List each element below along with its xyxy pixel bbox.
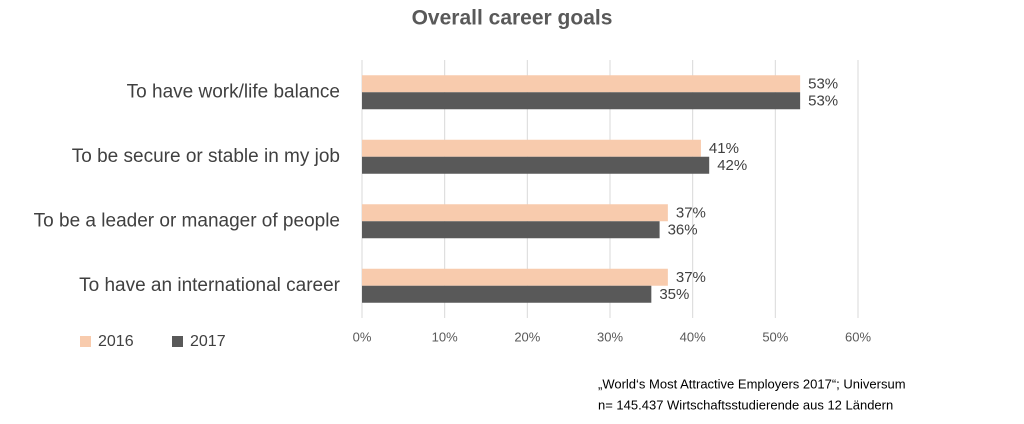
x-tick-label: 60% — [845, 329, 871, 344]
value-label: 42% — [717, 157, 747, 174]
y-tick-label: To have an international career — [79, 275, 341, 296]
bar — [362, 139, 701, 157]
bar — [362, 75, 801, 93]
x-tick-label: 30% — [597, 329, 623, 344]
legend-swatch — [80, 336, 91, 347]
legend-swatch — [172, 336, 183, 347]
x-tick-label: 50% — [762, 329, 788, 344]
y-tick-label: To have work/life balance — [127, 81, 340, 102]
x-tick-label: 0% — [353, 329, 372, 344]
bar — [362, 204, 668, 222]
bar — [362, 268, 668, 286]
value-label: 35% — [659, 286, 689, 303]
y-tick-label: To be a leader or manager of people — [34, 210, 340, 231]
value-label: 37% — [676, 269, 706, 286]
bar — [362, 92, 801, 110]
value-label: 37% — [676, 205, 706, 222]
value-label: 53% — [808, 93, 838, 110]
x-tick-label: 40% — [680, 329, 706, 344]
source-note: n= 145.437 Wirtschaftsstudierende aus 12… — [598, 397, 893, 412]
value-label: 36% — [668, 222, 698, 239]
chart-title: Overall career goals — [412, 7, 613, 30]
value-label: 53% — [808, 76, 838, 93]
bar — [362, 285, 652, 303]
legend-label: 2017 — [190, 333, 226, 350]
value-label: 41% — [709, 140, 739, 157]
legend-label: 2016 — [98, 333, 134, 350]
x-tick-label: 20% — [514, 329, 540, 344]
y-tick-label: To be secure or stable in my job — [72, 146, 340, 167]
source-note: „World‘s Most Attractive Employers 2017“… — [598, 376, 906, 391]
bar — [362, 221, 660, 239]
x-tick-label: 10% — [432, 329, 458, 344]
bar — [362, 156, 710, 174]
